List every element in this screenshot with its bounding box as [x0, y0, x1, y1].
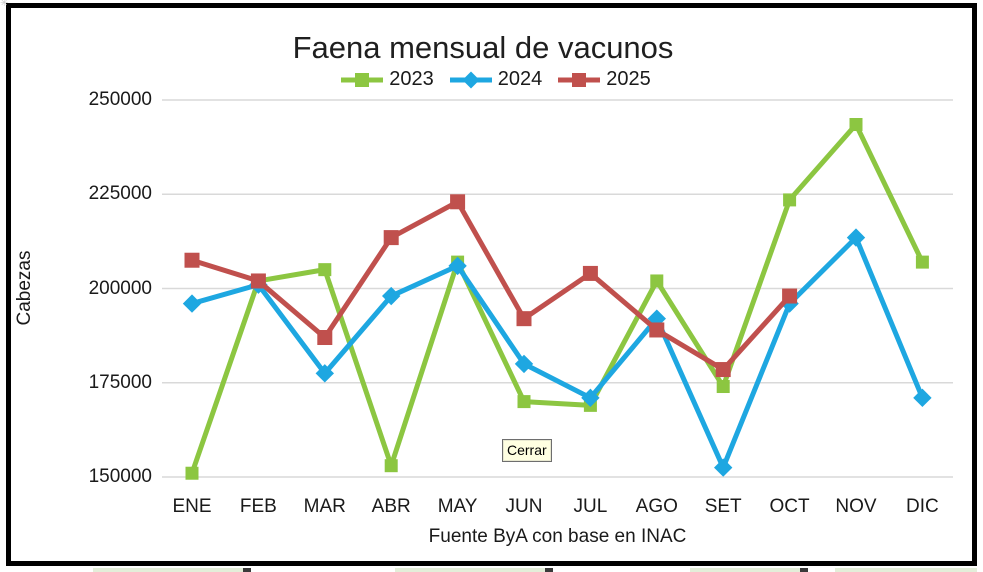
legend-label-2024: 2024 — [497, 68, 543, 90]
legend-item-2024: 2024 — [448, 68, 543, 91]
series-line-2024 — [189, 235, 925, 471]
data-point-2024-ENE — [182, 294, 202, 313]
x-tick-label-JUN: JUN — [505, 496, 543, 517]
x-tick-label-MAY: MAY — [437, 496, 478, 517]
y-tick-label-175000: 175000 — [88, 371, 152, 393]
x-tick-label-NOV: NOV — [835, 496, 877, 517]
data-point-2023-OCT — [783, 193, 797, 207]
x-tick-label-OCT: OCT — [769, 496, 810, 517]
data-point-2023-ABR — [384, 459, 398, 473]
data-point-2025-OCT — [782, 288, 798, 304]
legend-item-2023: 2023 — [339, 68, 434, 91]
series-2024 — [182, 228, 932, 477]
data-point-2024-MAY — [448, 256, 467, 276]
data-point-2024-NOV — [846, 228, 866, 247]
x-tick-label-MAR: MAR — [303, 496, 346, 517]
background-cell-separator — [800, 568, 808, 572]
y-tick-label-200000: 200000 — [88, 277, 152, 299]
legend-marker-icon-2024 — [449, 71, 492, 88]
data-point-2023-MAR — [318, 263, 332, 277]
y-tick-label-150000: 150000 — [88, 466, 152, 487]
chart-border-frame — [6, 3, 977, 566]
background-cell-separator — [545, 568, 553, 572]
x-tick-label-JUL: JUL — [573, 496, 608, 517]
data-point-2025-JUL — [582, 265, 598, 281]
background-cell — [395, 568, 545, 572]
background-cell — [835, 568, 977, 572]
series-line-2023 — [189, 122, 925, 476]
data-point-2023-AGO — [650, 274, 664, 288]
close-tooltip-button[interactable]: Cerrar — [502, 439, 552, 462]
data-point-2024-ABR — [382, 286, 401, 306]
legend-label-2025: 2025 — [606, 68, 651, 90]
x-tick-label-DIC: DIC — [906, 496, 939, 517]
background-cell — [93, 568, 243, 572]
background-cell-separator — [243, 568, 251, 572]
legend-label-2023: 2023 — [389, 68, 434, 90]
background-cell — [690, 568, 800, 572]
y-tick-label-250000: 250000 — [88, 89, 152, 110]
legend-marker-icon-2025 — [558, 72, 601, 87]
corner-artifact: ✳ — [0, 0, 9, 9]
data-point-2024-MAR — [315, 364, 334, 383]
data-point-2025-AGO — [649, 322, 665, 338]
legend-item-2025: 2025 — [556, 68, 651, 91]
x-tick-label-AGO: AGO — [635, 496, 678, 517]
data-point-2025-FEB — [250, 273, 266, 289]
y-axis-title: Cabezas — [14, 250, 35, 326]
data-point-2025-JUN — [516, 311, 532, 327]
x-tick-label-FEB: FEB — [239, 496, 277, 517]
data-point-2023-NOV — [849, 118, 863, 132]
data-point-2023-ENE — [185, 466, 199, 480]
data-point-2025-MAR — [317, 330, 333, 346]
chart-legend: 2023 2024 2025 — [0, 68, 983, 91]
data-point-2024-DIC — [913, 388, 932, 408]
data-point-2023-SET — [716, 380, 730, 394]
data-point-2023-DIC — [915, 255, 929, 269]
series-line-2025 — [189, 199, 793, 373]
chart-title: Faena mensual de vacunos — [292, 30, 674, 65]
x-tick-label-ENE: ENE — [172, 496, 212, 517]
data-point-2025-MAY — [450, 194, 466, 210]
data-point-2025-ENE — [184, 252, 200, 268]
series-2025 — [184, 194, 798, 378]
y-tick-label-225000: 225000 — [88, 183, 152, 205]
chart-source-footer: Fuente ByA con base en INAC — [428, 526, 687, 547]
data-point-2024-JUL — [581, 388, 600, 408]
x-tick-label-ABR: ABR — [371, 496, 411, 517]
data-point-2024-SET — [714, 458, 733, 477]
data-point-2023-JUN — [517, 395, 531, 409]
legend-marker-icon-2023 — [341, 72, 384, 87]
data-point-2025-SET — [715, 362, 731, 378]
data-point-2025-ABR — [383, 230, 399, 246]
x-tick-label-SET: SET — [704, 496, 742, 517]
data-point-2024-JUN — [514, 354, 534, 374]
